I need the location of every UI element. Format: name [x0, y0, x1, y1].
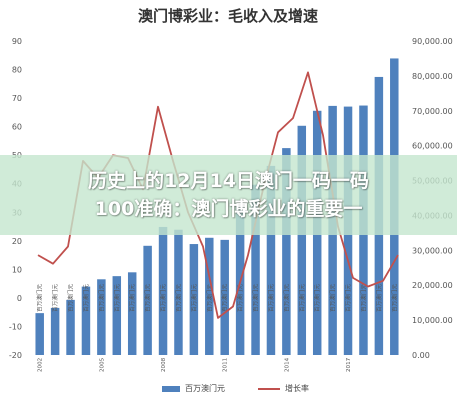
bar [189, 244, 199, 355]
right-tick-label: 80,000.00 [412, 72, 453, 81]
legend-label-line: 增长率 [285, 383, 309, 393]
x-category-label: 百万澳门元 [329, 284, 337, 312]
bar [158, 226, 168, 355]
bar [66, 299, 75, 355]
bar [81, 286, 91, 355]
banner-line-2: 100准确：澳门博彩业的重要一 [94, 198, 363, 220]
x-category-label: 百万澳门元 [51, 284, 59, 312]
x-year-label: 2005 [99, 357, 105, 372]
bar [251, 184, 260, 355]
chart-title: 澳门博彩业：毛收入及增速 [138, 7, 318, 25]
x-category-label: 百万澳门元 [282, 284, 290, 312]
bar [266, 165, 276, 355]
right-tick-label: 10,000.00 [412, 316, 453, 325]
x-category-label: 百万澳门元 [144, 284, 152, 312]
x-year-label: 2011 [223, 357, 229, 372]
bar [205, 237, 214, 355]
banner-line-1: 历史上的12月14日澳门一码一码 [88, 170, 369, 192]
right-tick-label: 20,000.00 [412, 281, 453, 290]
legend-swatch-bar [162, 386, 180, 392]
x-category-label: 百万澳门元 [375, 284, 383, 312]
bar [97, 279, 106, 355]
x-category-label: 百万澳门元 [159, 284, 167, 312]
x-labels-layer: 百万澳门元 百万澳门元 百万澳门元 百万澳门元 百万澳门元 百万澳门元 百万澳门元 百万澳门元… [36, 284, 399, 372]
bar [282, 148, 291, 355]
left-tick-label: 80 [12, 66, 22, 75]
bar [143, 245, 152, 355]
x-category-label: 百万澳门元 [236, 284, 244, 312]
x-category-label: 百万澳门元 [82, 284, 90, 312]
right-tick-label: 70,000.00 [412, 107, 453, 116]
right-tick-label: 90,000.00 [412, 37, 453, 46]
x-category-label: 百万澳门元 [97, 284, 105, 312]
bar [50, 307, 60, 355]
overlay-banner: 历史上的12月14日澳门一码一码 100准确：澳门博彩业的重要一 [0, 155, 457, 235]
x-category-label: 百万澳门元 [313, 284, 321, 312]
right-tick-label: 30,000.00 [412, 246, 453, 255]
legend: 百万澳门元 增长率 [162, 383, 309, 393]
x-category-label: 百万澳门元 [390, 284, 398, 312]
x-category-label: 百万澳门元 [174, 284, 182, 312]
left-tick-label: -20 [9, 351, 22, 360]
left-tick-label: 60 [12, 123, 22, 132]
x-category-label: 百万澳门元 [344, 284, 352, 312]
left-tick-label: -10 [9, 322, 22, 331]
x-category-label: 百万澳门元 [113, 284, 121, 312]
x-category-label: 百万澳门元 [221, 284, 229, 312]
left-tick-label: 70 [12, 94, 22, 103]
x-category-label: 百万澳门元 [267, 284, 275, 312]
bar [297, 125, 307, 355]
x-category-label: 百万澳门元 [359, 284, 367, 312]
x-year-label: 2002 [38, 358, 44, 372]
left-tick-label: 10 [12, 265, 22, 274]
x-category-label: 百万澳门元 [190, 284, 198, 312]
x-category-label: 百万澳门元 [36, 284, 44, 312]
x-category-label: 百万澳门元 [252, 284, 260, 312]
right-tick-label: 0.00 [412, 351, 430, 360]
left-tick-label: 90 [12, 37, 22, 46]
x-category-label: 百万澳门元 [67, 284, 75, 312]
bar [174, 229, 183, 355]
x-category-label: 百万澳门元 [128, 284, 136, 312]
legend-label-bar: 百万澳门元 [185, 383, 225, 393]
x-category-label: 百万澳门元 [205, 284, 213, 312]
x-year-label: 2014 [284, 357, 290, 372]
bar [127, 272, 137, 355]
bar [35, 313, 44, 355]
right-tick-label: 60,000.00 [412, 142, 453, 151]
left-tick-label: 0 [17, 294, 22, 303]
x-year-label: 2008 [161, 357, 167, 372]
bar [112, 276, 122, 355]
left-tick-label: 20 [12, 237, 22, 246]
x-year-label: 2017 [346, 357, 352, 372]
x-category-label: 百万澳门元 [298, 284, 306, 312]
bar [220, 239, 229, 355]
